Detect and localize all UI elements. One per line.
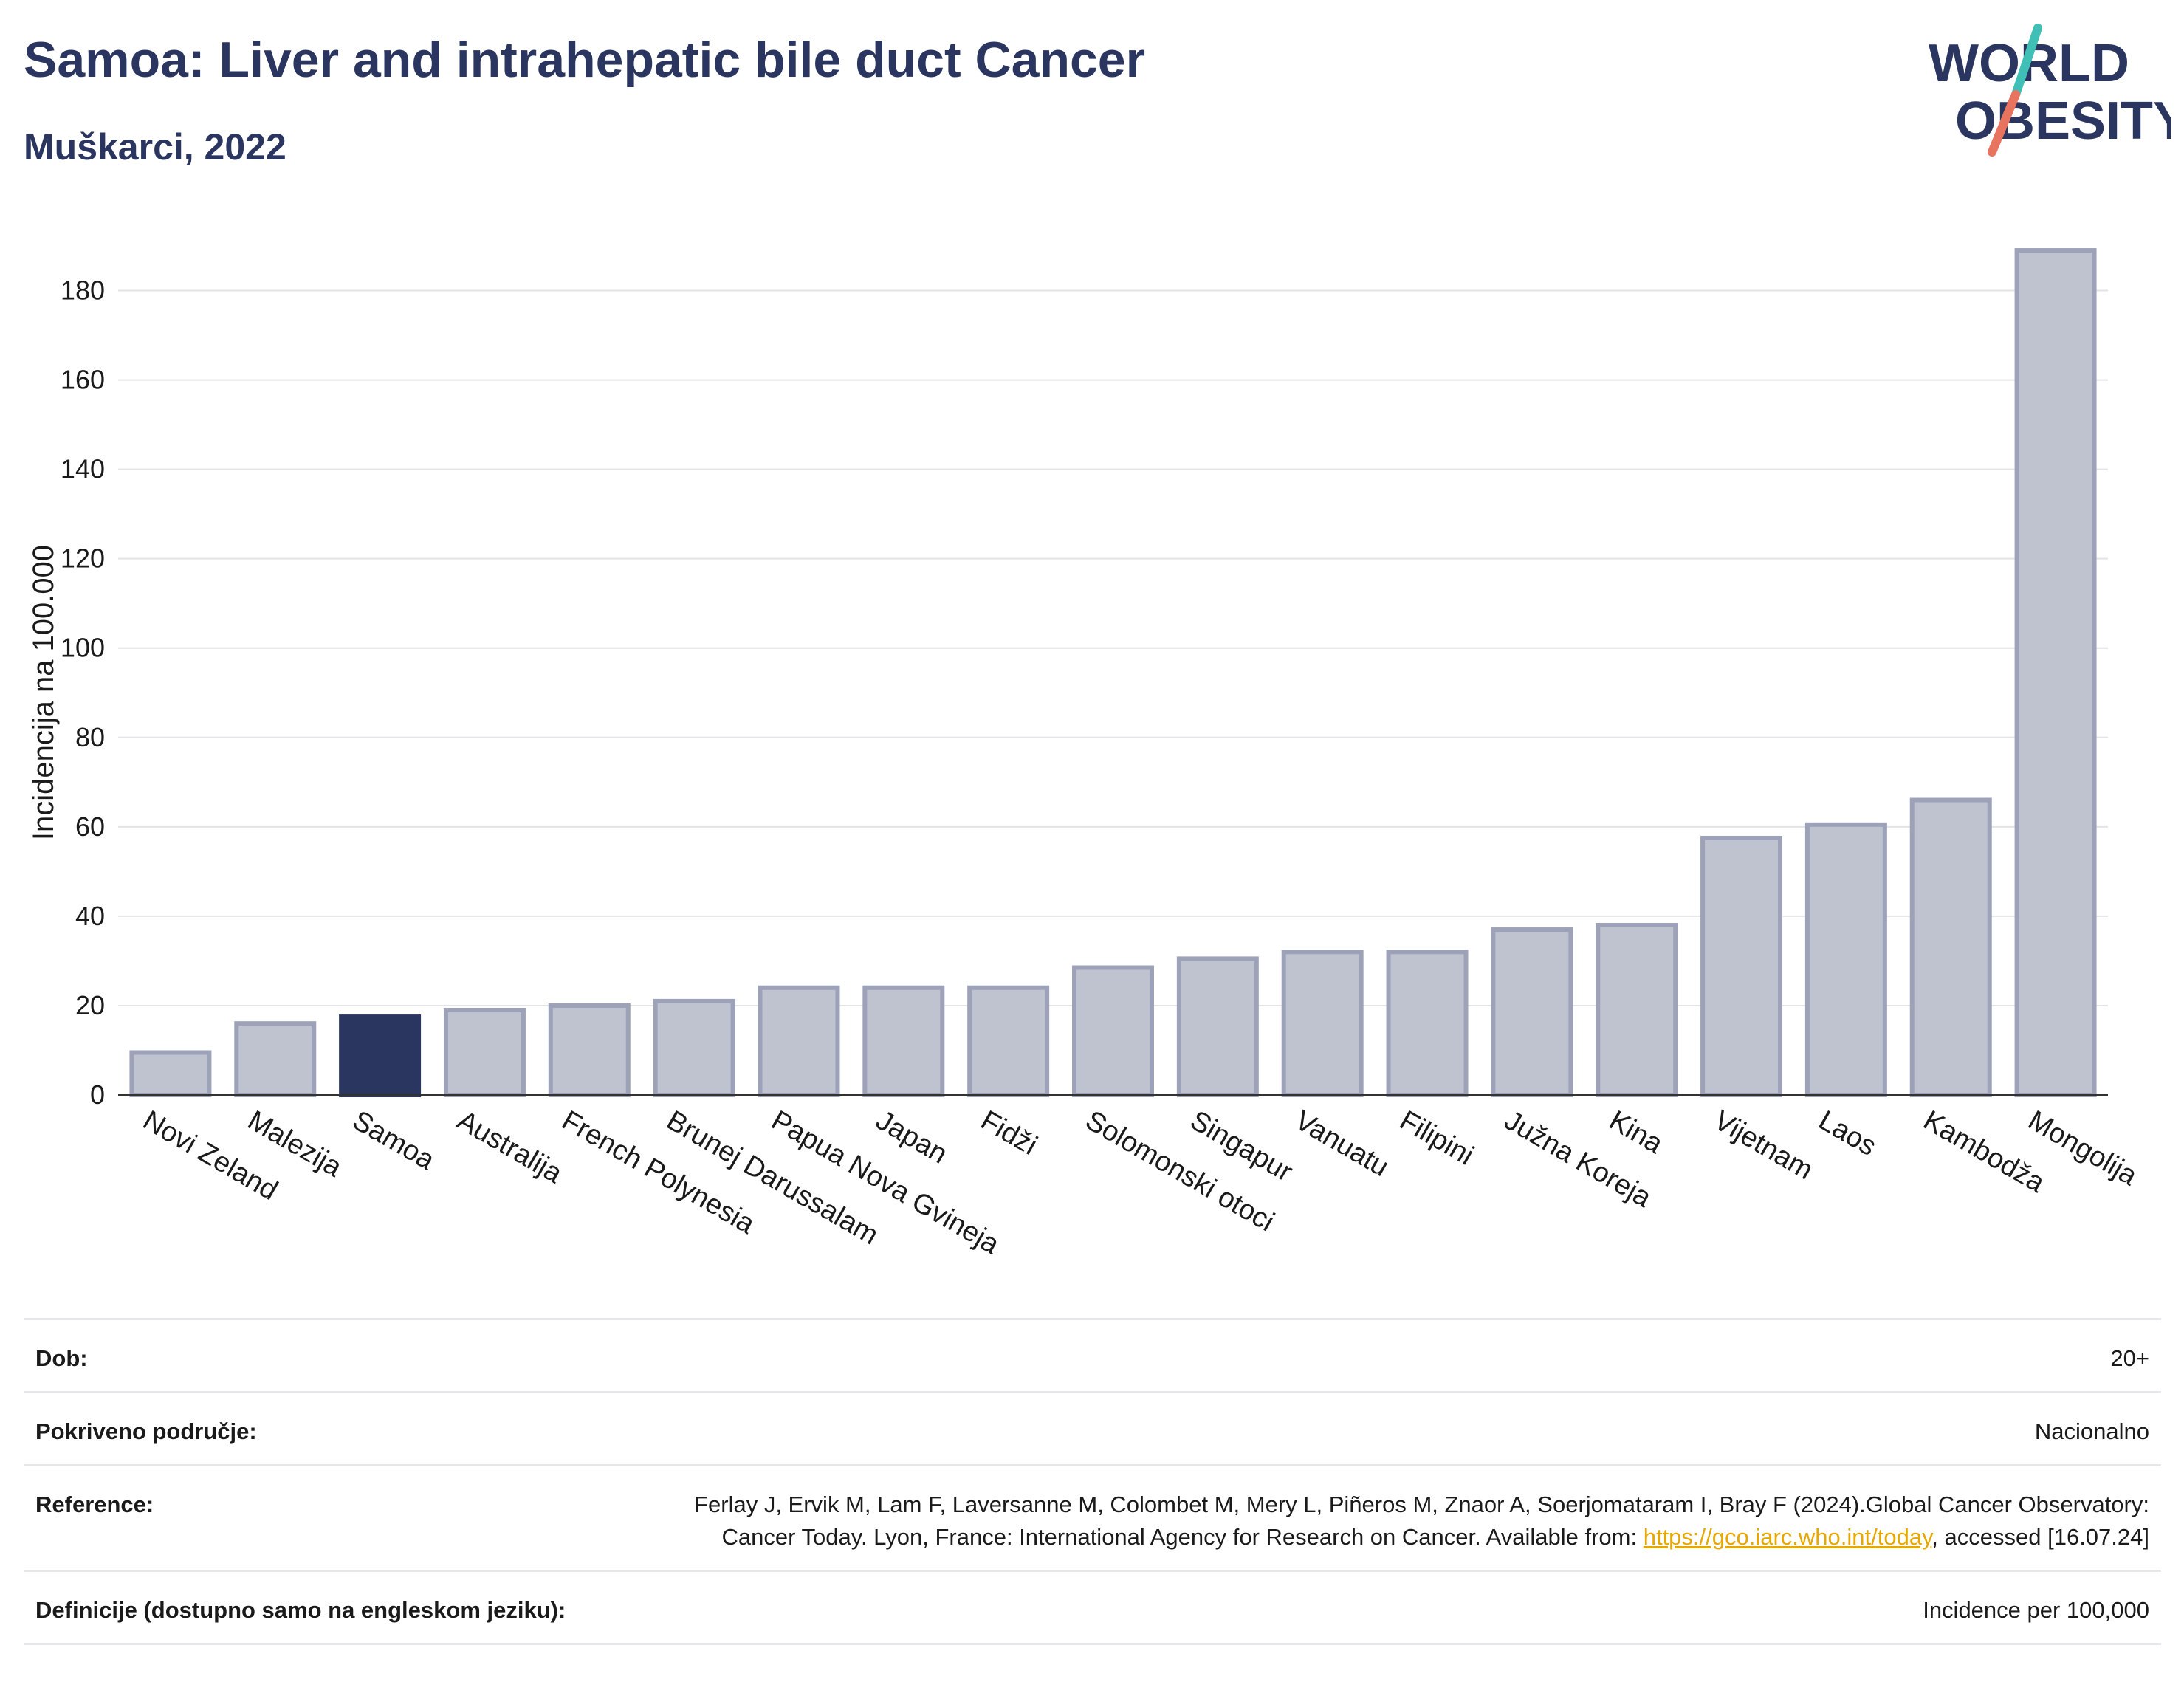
y-tick-label: 80 xyxy=(75,722,105,752)
y-tick-label: 20 xyxy=(75,990,105,1020)
bar-novi-zeland[interactable] xyxy=(129,1050,212,1097)
bar-papua-nova-gvineja[interactable] xyxy=(758,985,840,1097)
x-tick-label: Vanuatu xyxy=(1290,1105,1394,1183)
bar-mongolija[interactable] xyxy=(2014,248,2097,1098)
info-value-age: 20+ xyxy=(2110,1345,2149,1371)
bar-chart: 0 20 40 60 80 100 120 140 160 180 Novi ZelandMale… xyxy=(27,248,2143,1261)
y-tick-label: 120 xyxy=(61,543,105,574)
info-label-age: Dob: xyxy=(35,1345,88,1371)
info-row-coverage: Pokriveno područje: Nacionalno xyxy=(24,1391,2161,1464)
x-tick-label: Laos xyxy=(1813,1105,1881,1162)
bar-kambodža[interactable] xyxy=(1909,797,1992,1098)
reference-accessed: , accessed [16.07.24] xyxy=(1931,1524,2149,1550)
y-tick-label: 60 xyxy=(75,811,105,842)
x-tick-label: Australija xyxy=(452,1105,568,1189)
x-tick-label: Filipini xyxy=(1395,1105,1479,1171)
logo-line2: OBESITY xyxy=(1955,92,2171,151)
chart-title: Samoa: Liver and intrahepatic bile duct … xyxy=(24,32,1146,88)
bars xyxy=(129,248,2097,1098)
chart-subtitle: Muškarci, 2022 xyxy=(24,126,286,168)
reference-link[interactable]: https://gco.iarc.who.int/today xyxy=(1643,1524,1932,1550)
x-tick-label: Japan xyxy=(870,1105,952,1170)
bar-french-polynesia[interactable] xyxy=(548,1003,631,1098)
y-tick-label: 100 xyxy=(61,633,105,663)
info-label-coverage: Pokriveno područje: xyxy=(35,1418,257,1444)
y-tick-label: 180 xyxy=(61,275,105,306)
bar-vanuatu[interactable] xyxy=(1281,950,1364,1097)
x-tick-label: French Polynesia xyxy=(557,1105,760,1240)
x-tick-label: Solomonski otoci xyxy=(1080,1105,1280,1237)
info-row-definitions: Definicije (dostupno samo na engleskom j… xyxy=(24,1570,2161,1645)
bar-malezija[interactable] xyxy=(234,1021,317,1097)
logo-slash-coral xyxy=(1988,90,2020,157)
x-tick-label: Fidži xyxy=(975,1105,1042,1161)
bar-južna-koreja[interactable] xyxy=(1491,927,1573,1097)
bar-samoa[interactable] xyxy=(339,1014,422,1098)
logo-slash-teal xyxy=(2011,24,2042,99)
y-tick-label: 40 xyxy=(75,901,105,931)
x-tick-label: Vijetnam xyxy=(1709,1105,1818,1186)
info-label-definitions: Definicije (dostupno samo na engleskom j… xyxy=(35,1597,566,1623)
y-tick-labels: 0 20 40 60 80 100 120 140 160 180 xyxy=(61,275,105,1110)
bar-fidži[interactable] xyxy=(967,985,1050,1097)
info-row-reference: Reference: Ferlay J, Ervik M, Lam F, Lav… xyxy=(24,1464,2161,1570)
info-value-definitions: Incidence per 100,000 xyxy=(1923,1597,2149,1623)
bar-singapur[interactable] xyxy=(1176,956,1259,1098)
bar-kina[interactable] xyxy=(1596,923,1678,1097)
info-table: Dob: 20+ Pokriveno područje: Nacionalno … xyxy=(24,1318,2161,1645)
x-tick-label: Kina xyxy=(1604,1105,1669,1160)
bar-vijetnam[interactable] xyxy=(1700,835,1783,1097)
info-value-coverage: Nacionalno xyxy=(2034,1418,2149,1444)
y-tick-label: 0 xyxy=(90,1079,105,1110)
bar-laos[interactable] xyxy=(1804,822,1887,1097)
info-value-reference: Ferlay J, Ervik M, Lam F, Laversanne M, … xyxy=(628,1489,2149,1553)
y-tick-label: 160 xyxy=(61,365,105,395)
bar-australija[interactable] xyxy=(443,1008,526,1097)
y-tick-label: 140 xyxy=(61,454,105,484)
info-label-reference: Reference: xyxy=(35,1491,154,1517)
world-obesity-logo: WORLD OBESITY xyxy=(1929,24,2171,157)
reference-text: Ferlay J, Ervik M, Lam F, Laversanne M, … xyxy=(694,1491,2149,1550)
bar-solomonski-otoci[interactable] xyxy=(1072,965,1154,1097)
bar-brunej-darussalam[interactable] xyxy=(653,998,735,1098)
bar-japan[interactable] xyxy=(862,985,945,1097)
y-axis-title: Incidencija na 100.000 xyxy=(27,545,60,840)
info-row-age: Dob: 20+ xyxy=(24,1318,2161,1391)
bar-filipini[interactable] xyxy=(1386,950,1469,1097)
x-tick-label: Samoa xyxy=(347,1105,440,1176)
